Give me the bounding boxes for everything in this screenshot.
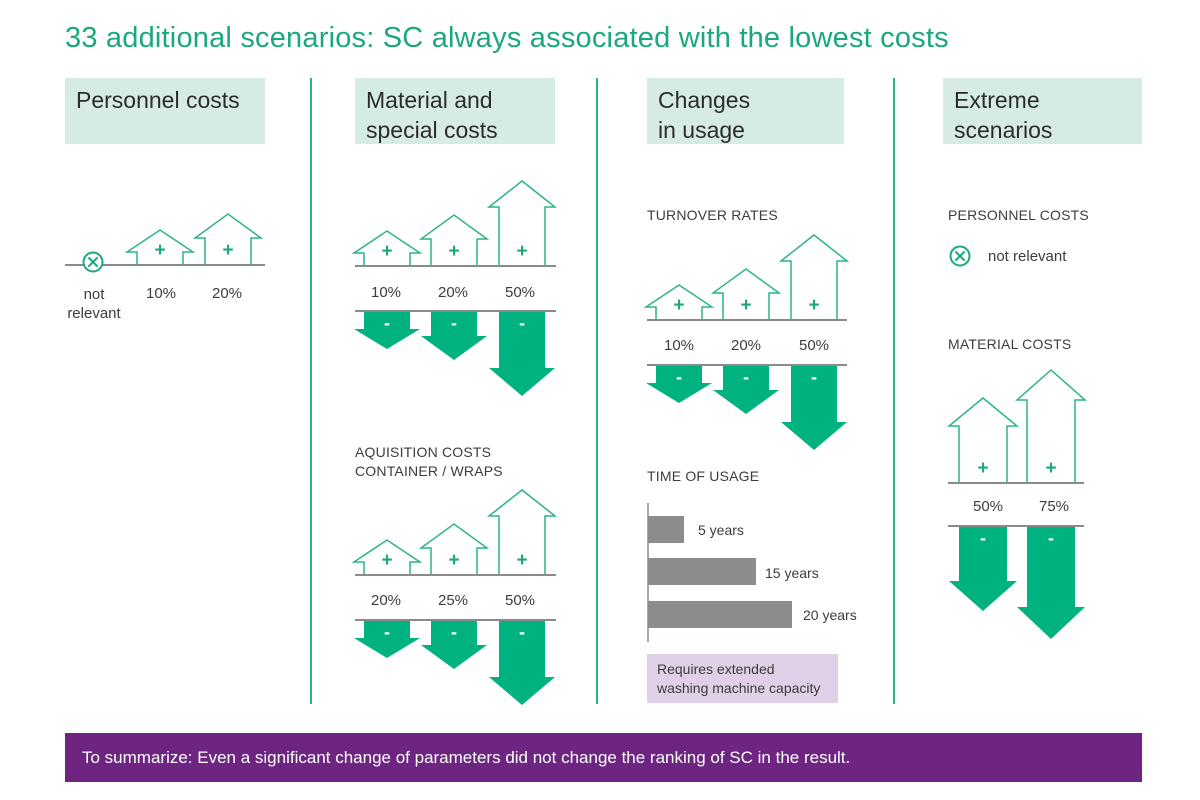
- plus-sign: +: [516, 241, 527, 262]
- minus-sign: -: [519, 622, 525, 642]
- decrease-arrow-down: [489, 621, 555, 705]
- extreme-pct: 50%: [972, 498, 1004, 515]
- header-material-line1: Material and: [366, 87, 493, 113]
- aquisition-pct: 25%: [437, 592, 469, 609]
- personnel-pct-10: 10%: [145, 285, 177, 302]
- column-divider: [893, 78, 895, 704]
- plus-sign: +: [516, 550, 527, 571]
- personnel-pct-20: 20%: [211, 285, 243, 302]
- column-divider: [596, 78, 598, 704]
- extreme-material-label: MATERIAL COSTS: [948, 336, 1072, 352]
- plus-sign: +: [1045, 458, 1056, 479]
- increase-arrow-up: [946, 397, 1020, 482]
- time-bar-label: 20 years: [803, 607, 857, 623]
- plus-sign: +: [673, 295, 684, 316]
- turnover-rates-label: TURNOVER RATES: [647, 207, 778, 223]
- minus-sign: -: [384, 313, 390, 333]
- turnover-pct: 10%: [663, 337, 695, 354]
- plus-sign: +: [381, 550, 392, 571]
- aquisition-costs-label-line1: AQUISITION COSTS: [355, 444, 492, 460]
- turnover-pct: 20%: [730, 337, 762, 354]
- minus-sign: -: [743, 367, 749, 387]
- increase-arrow-up: [192, 213, 264, 264]
- header-material-line2: special costs: [366, 117, 498, 143]
- washing-capacity-note: Requires extended washing machine capaci…: [647, 654, 838, 703]
- extreme-pct: 75%: [1038, 498, 1070, 515]
- decrease-arrow-down: [421, 621, 487, 669]
- increase-arrow-up: [418, 214, 490, 265]
- extreme-not-relevant-text: not relevant: [988, 248, 1067, 265]
- increase-arrow-up: [778, 234, 850, 319]
- plus-sign: +: [448, 550, 459, 571]
- header-extreme-line1: Extreme: [954, 87, 1040, 113]
- minus-sign: -: [451, 313, 457, 333]
- decrease-arrow-down: [646, 366, 712, 403]
- increase-arrow-up: [710, 268, 782, 319]
- header-usage-line2: in usage: [658, 117, 745, 143]
- header-extreme-line2: scenarios: [954, 117, 1053, 143]
- extreme-not-relevant-x-icon: [949, 245, 971, 267]
- decrease-arrow-down: [713, 366, 779, 414]
- plus-sign: +: [740, 295, 751, 316]
- increase-arrow-up: [351, 230, 423, 265]
- plus-sign: +: [977, 458, 988, 479]
- header-personnel-costs: Personnel costs: [65, 78, 265, 144]
- summary-bar: To summarize: Even a significant change …: [65, 733, 1142, 782]
- decrease-arrow-down: [1017, 527, 1085, 639]
- material-pct: 20%: [437, 284, 469, 301]
- minus-sign: -: [519, 313, 525, 333]
- personnel-not-relevant-line1: not: [83, 286, 105, 303]
- decrease-arrow-down: [421, 312, 487, 360]
- personnel-not-relevant-line2: relevant: [67, 305, 121, 322]
- header-personnel-line1: Personnel costs: [76, 87, 240, 113]
- aquisition-pct: 20%: [370, 592, 402, 609]
- header-material-costs: Material and special costs: [355, 78, 555, 144]
- minus-sign: -: [451, 622, 457, 642]
- header-extreme-scenarios: Extreme scenarios: [943, 78, 1142, 144]
- time-of-usage-label: TIME OF USAGE: [647, 468, 760, 484]
- aquisition-pct: 50%: [504, 592, 536, 609]
- plus-sign: +: [808, 295, 819, 316]
- time-bar-label: 5 years: [698, 522, 744, 538]
- decrease-arrow-down: [354, 312, 420, 349]
- minus-sign: -: [980, 528, 986, 548]
- time-bar: [648, 558, 756, 585]
- minus-sign: -: [811, 367, 817, 387]
- plus-sign: +: [154, 240, 165, 261]
- material-pct: 10%: [370, 284, 402, 301]
- material-pct: 50%: [504, 284, 536, 301]
- decrease-arrow-down: [781, 366, 847, 450]
- minus-sign: -: [384, 622, 390, 642]
- increase-arrow-up: [124, 229, 196, 264]
- header-usage-line1: Changes: [658, 87, 751, 113]
- increase-arrow-up: [351, 539, 423, 574]
- increase-arrow-up: [418, 523, 490, 574]
- minus-sign: -: [676, 367, 682, 387]
- time-bar: [648, 516, 684, 543]
- page-title: 33 additional scenarios: SC always assoc…: [65, 22, 949, 54]
- time-bar-label: 15 years: [765, 565, 819, 581]
- decrease-arrow-down: [949, 527, 1017, 611]
- column-divider: [310, 78, 312, 704]
- aquisition-costs-label-line2: CONTAINER / WRAPS: [355, 463, 503, 479]
- header-changes-usage: Changes in usage: [647, 78, 844, 144]
- increase-arrow-up: [643, 284, 715, 319]
- minus-sign: -: [1048, 528, 1054, 548]
- time-bar: [648, 601, 792, 628]
- not-relevant-x-icon: [82, 251, 104, 273]
- turnover-pct: 50%: [798, 337, 830, 354]
- extreme-personnel-label: PERSONNEL COSTS: [948, 207, 1089, 223]
- decrease-arrow-down: [489, 312, 555, 396]
- increase-arrow-up: [1015, 368, 1087, 482]
- increase-arrow-up: [486, 489, 558, 574]
- plus-sign: +: [381, 241, 392, 262]
- plus-sign: +: [448, 241, 459, 262]
- increase-arrow-up: [486, 180, 558, 265]
- plus-sign: +: [222, 240, 233, 261]
- decrease-arrow-down: [354, 621, 420, 658]
